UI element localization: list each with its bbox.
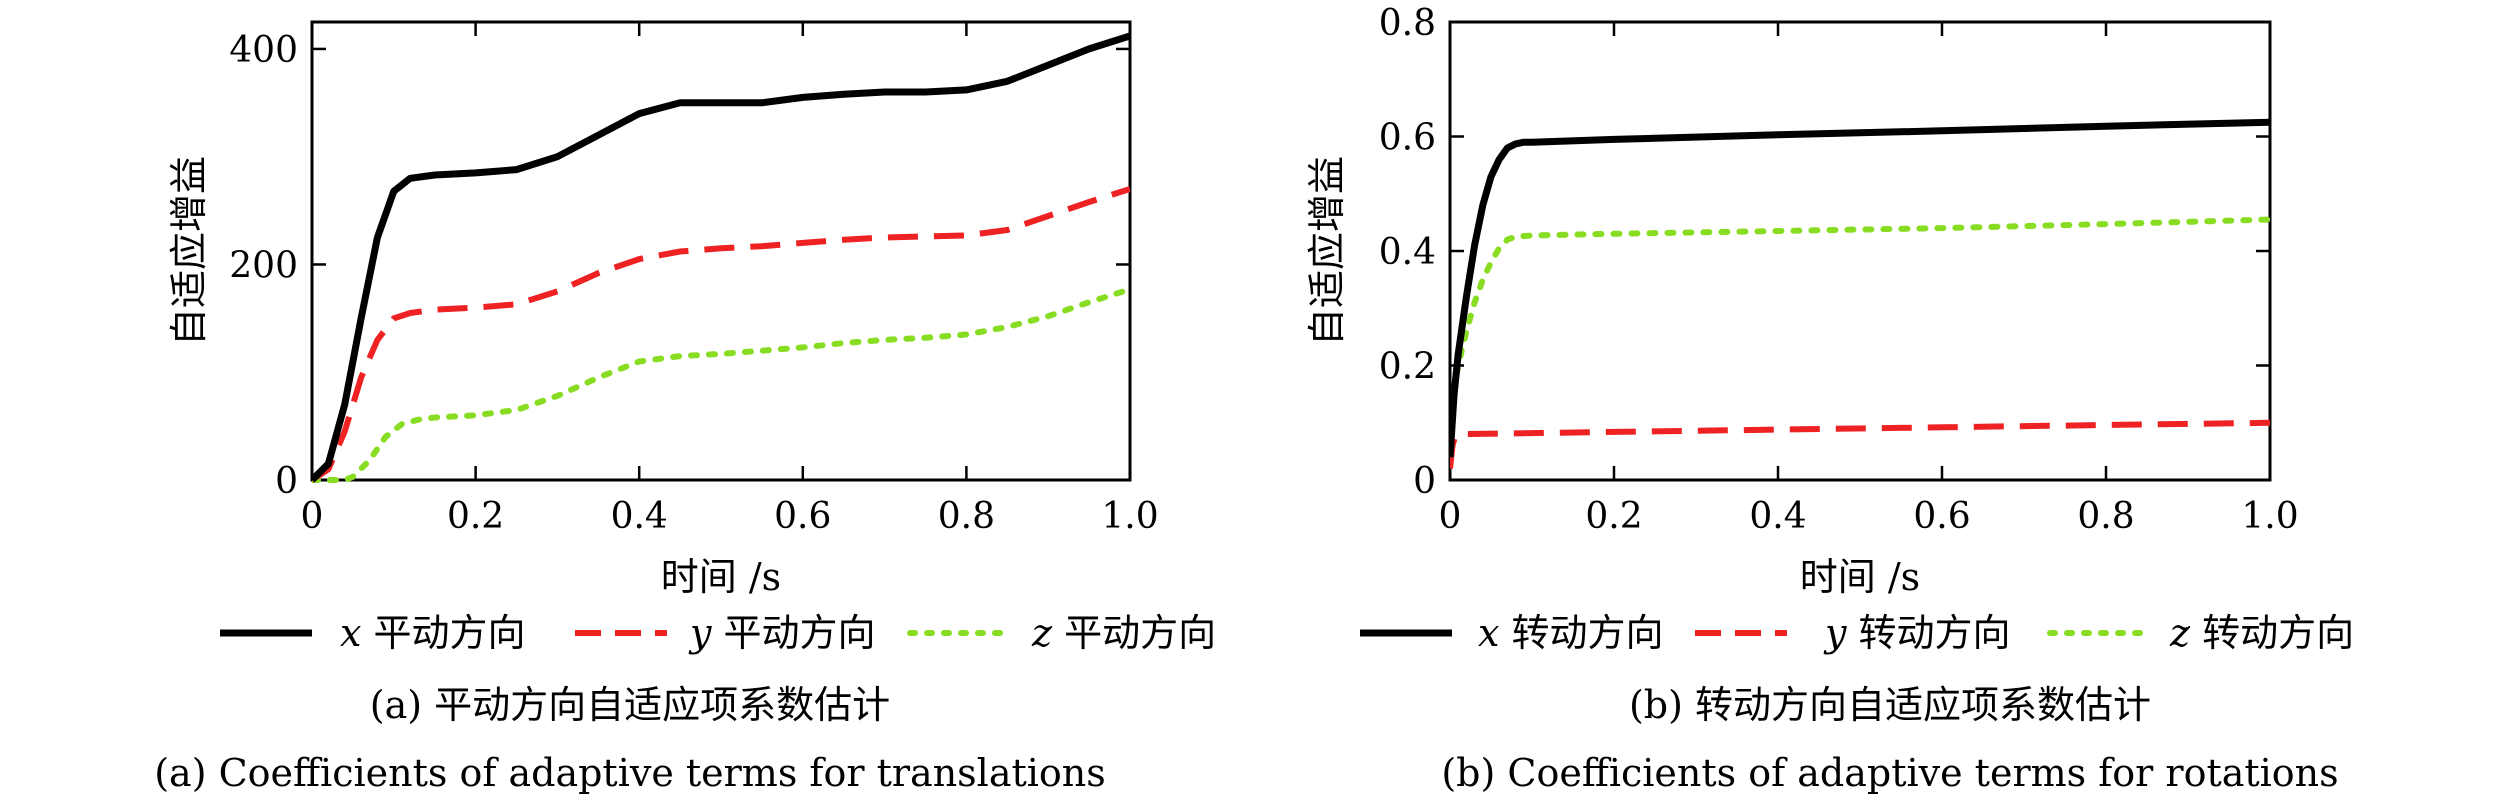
y-tick-label: 0 [275,461,298,502]
legend-name-y: 平动方向 [724,611,876,655]
x-tick-label: 0.8 [938,496,995,537]
y-axis-label: 自适应增益 [167,156,211,346]
legend-name-x: 转动方向 [1512,611,1664,655]
series-line-z [312,286,1130,483]
y-axis-label: 自适应增益 [1305,156,1349,346]
x-axis-label: 时间 /s [1800,555,1920,599]
legend-var-x: x [340,611,374,655]
x-tick-label: 1.0 [2241,496,2298,537]
legend-label-x: x 转动方向 [1478,611,1664,655]
plot-frame [1448,20,2272,482]
legend-label-y: y 平动方向 [688,611,876,655]
caption-cn-rotations: (b) 转动方向自适应项系数估计 [1628,683,2152,727]
series-line-x [312,32,1130,483]
legend-label-x: x 平动方向 [340,611,526,655]
x-tick-label: 0.4 [1749,496,1806,537]
chart-rotations: 0 0.2 0.4 0.6 0.8 1.0 0 0.2 0.4 0.6 0.8 时间 /s 自适应增益 x… [1305,3,2354,655]
panel-translations: 0 0.2 0.4 0.6 0.8 1.0 0 200 400 时间 /s 自适应增益 x 平动方向 y… [154,20,1216,795]
legend-var-z: z [1031,611,1064,655]
legend-var-x: x [1478,611,1512,655]
legend-name-x: 平动方向 [374,611,526,655]
x-tick-label: 1.0 [1101,496,1158,537]
x-tick-label: 0.4 [611,496,668,537]
legend-var-y: y [1823,611,1859,655]
y-tick-label: 200 [229,245,298,286]
series-group [1450,118,2270,469]
plot-frame [310,20,1132,482]
x-tick-label: 0.6 [774,496,831,537]
x-axis-label: 时间 /s [661,555,781,599]
x-tick-label: 0.6 [1913,496,1970,537]
caption-cn-translations: (a) 平动方向自适应项系数估计 [369,683,891,727]
legend-label-z: z 平动方向 [1031,611,1216,655]
legend-label-y: y 转动方向 [1823,611,2011,655]
x-tick-label: 0.8 [2077,496,2134,537]
y-tick-label: 400 [229,30,298,71]
x-tick-label: 0 [301,496,324,537]
y-tick-label: 0.6 [1379,118,1436,159]
legend-var-y: y [688,611,724,655]
legend-name-z: 平动方向 [1064,611,1216,655]
series-group [312,32,1130,483]
panel-rotations: 0 0.2 0.4 0.6 0.8 1.0 0 0.2 0.4 0.6 0.8 时间 /s 自适应增益 x… [1260,0,2520,800]
legend-label-z: z 转动方向 [2169,611,2354,655]
caption-en-rotations: (b) Coefficients of adaptive terms for r… [1441,751,2339,795]
x-tick-label: 0 [1439,496,1462,537]
x-tick-label: 0.2 [1585,496,1642,537]
legend-name-y: 转动方向 [1859,611,2011,655]
legend-name-z: 转动方向 [2202,611,2354,655]
legend-var-z: z [2169,611,2202,655]
series-line-y [1450,419,2270,469]
y-tick-label: 0.8 [1379,3,1436,44]
series-line-z [1450,216,2270,449]
x-tick-label: 0.2 [447,496,504,537]
series-line-x [1450,118,2270,458]
y-tick-label: 0 [1413,461,1436,502]
y-tick-label: 0.4 [1379,232,1436,273]
caption-en-translations: (a) Coefficients of adaptive terms for t… [154,751,1106,795]
series-line-y [312,186,1130,483]
y-tick-label: 0.2 [1379,347,1436,388]
